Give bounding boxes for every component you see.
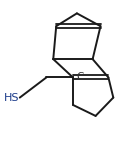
- Text: C: C: [76, 72, 84, 82]
- Text: HS: HS: [4, 93, 19, 103]
